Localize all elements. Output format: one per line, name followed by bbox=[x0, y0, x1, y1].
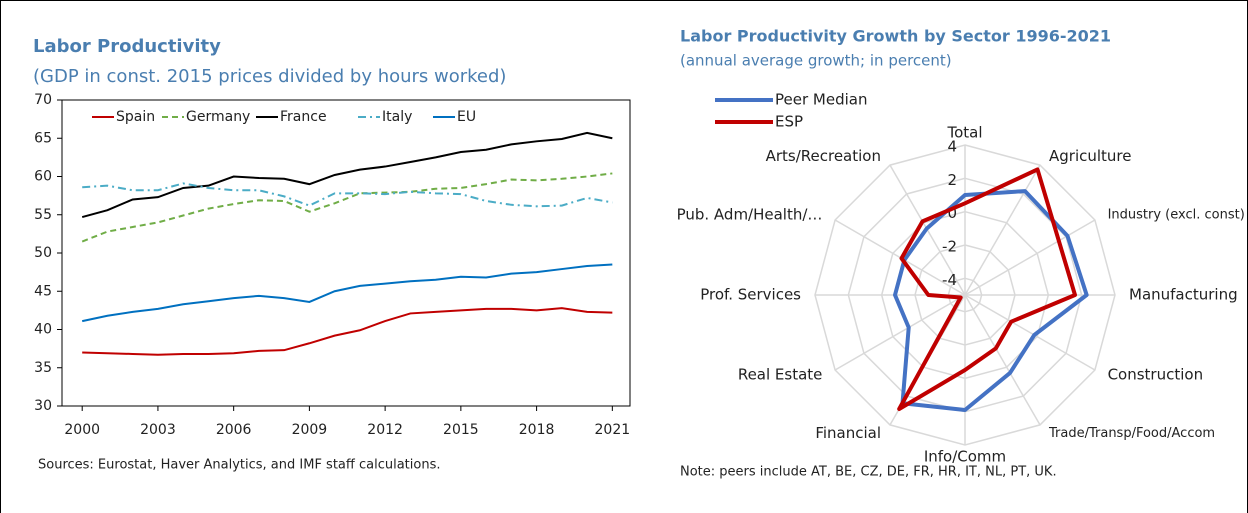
series-line bbox=[82, 307, 613, 356]
chart-subtitle: (annual average growth; in percent) bbox=[680, 52, 952, 70]
x-tick-label: 2000 bbox=[64, 422, 100, 438]
legend-label: France bbox=[280, 109, 327, 125]
spoke bbox=[964, 164, 1041, 296]
spoke bbox=[964, 294, 1096, 371]
y-tick-label: 30 bbox=[34, 398, 52, 414]
category-label: Financial bbox=[815, 424, 881, 442]
y-tick-label: 70 bbox=[34, 92, 52, 108]
y-tick-label: 55 bbox=[34, 207, 52, 223]
chart-subtitle: (GDP in const. 2015 prices divided by ho… bbox=[33, 66, 506, 87]
legend-label: EU bbox=[457, 109, 476, 125]
series-line bbox=[81, 131, 613, 219]
y-tick-label: 50 bbox=[34, 245, 52, 261]
category-label: Info/Comm bbox=[924, 448, 1006, 466]
series-line bbox=[82, 182, 613, 208]
y-tick-label: 40 bbox=[34, 322, 52, 338]
y-tick-label: 60 bbox=[34, 169, 52, 185]
x-tick-label: 2003 bbox=[140, 422, 176, 438]
legend-label: Italy bbox=[382, 109, 412, 125]
spoke bbox=[964, 294, 1041, 426]
y-tick-label: 45 bbox=[34, 283, 52, 299]
category-label: Prof. Services bbox=[700, 286, 801, 304]
plot-area bbox=[61, 99, 631, 407]
category-label: Pub. Adm/Health/… bbox=[677, 206, 823, 224]
legend-label: ESP bbox=[775, 113, 803, 131]
y-tick-label: 35 bbox=[34, 360, 52, 376]
r-tick-label: 2 bbox=[947, 171, 957, 189]
legend-label: Germany bbox=[186, 109, 250, 125]
legend-label: Peer Median bbox=[775, 91, 867, 109]
series-line bbox=[897, 167, 1077, 412]
x-tick-label: 2021 bbox=[595, 422, 631, 438]
x-tick-label: 2009 bbox=[292, 422, 328, 438]
legend-label: Spain bbox=[116, 109, 155, 125]
category-label: Trade/Transp/Food/Accom bbox=[1048, 426, 1215, 441]
category-label: Real Estate bbox=[738, 366, 823, 384]
x-tick-label: 2015 bbox=[443, 422, 479, 438]
category-label: Agriculture bbox=[1049, 147, 1132, 165]
series-line bbox=[81, 263, 613, 323]
r-tick-label: -4 bbox=[942, 271, 957, 289]
category-label: Construction bbox=[1108, 366, 1204, 384]
category-label: Manufacturing bbox=[1129, 286, 1238, 304]
y-tick-label: 65 bbox=[34, 130, 52, 146]
x-tick-label: 2006 bbox=[216, 422, 252, 438]
r-tick-label: 0 bbox=[947, 204, 957, 222]
category-label: Total bbox=[946, 124, 982, 142]
r-tick-label: 4 bbox=[947, 138, 957, 156]
x-tick-label: 2012 bbox=[367, 422, 403, 438]
category-label: Arts/Recreation bbox=[766, 147, 881, 165]
r-tick-label: -2 bbox=[942, 238, 957, 256]
spoke bbox=[834, 294, 966, 371]
category-label: Industry (excl. const) bbox=[1108, 208, 1245, 223]
x-tick-label: 2018 bbox=[519, 422, 555, 438]
chart-title: Labor Productivity bbox=[33, 36, 221, 57]
series-line bbox=[81, 172, 613, 243]
spoke bbox=[964, 219, 1096, 296]
note: Note: peers include AT, BE, CZ, DE, FR, … bbox=[680, 465, 1057, 480]
source-note: Sources: Eurostat, Haver Analytics, and … bbox=[38, 458, 440, 473]
chart-title: Labor Productivity Growth by Sector 1996… bbox=[680, 27, 1111, 46]
